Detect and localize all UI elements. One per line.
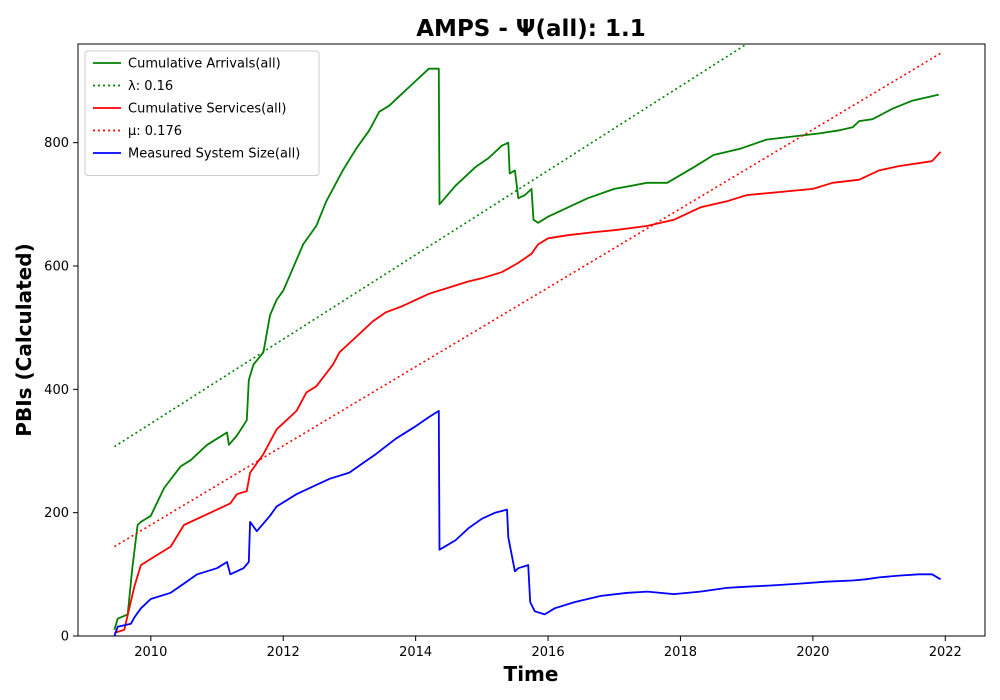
y-tick-label: 800: [44, 136, 69, 151]
legend-label: Measured System Size(all): [128, 147, 300, 162]
x-tick-label: 2010: [134, 645, 167, 660]
legend-label: μ: 0.176: [128, 124, 182, 139]
x-tick-label: 2014: [399, 645, 432, 660]
legend-box: [84, 50, 320, 176]
series-line-cumulative-arrivals-all: [113, 67, 939, 631]
x-axis-title: Time: [504, 662, 559, 686]
y-axis-title: PBIs (Calculated): [12, 243, 36, 436]
x-axis: 2010 2012 2014 2016 2018 2020 2022: [134, 636, 962, 660]
x-tick-label: 2016: [532, 645, 565, 660]
y-tick-label: 600: [44, 260, 69, 275]
series-layer: [113, 44, 942, 636]
legend-label: Cumulative Arrivals(all): [128, 57, 281, 72]
legend: Cumulative Arrivals(all) λ: 0.16 Cumulativ…: [84, 50, 320, 176]
y-tick-label: 400: [44, 383, 69, 398]
y-axis: 0 200 400 600 800: [44, 136, 78, 645]
chart-title: AMPS - Ψ(all): 1.1: [416, 16, 645, 42]
x-tick-label: 2012: [267, 645, 300, 660]
x-tick-label: 2018: [664, 645, 697, 660]
legend-label: Cumulative Services(all): [128, 102, 286, 117]
y-tick-label: 0: [61, 630, 69, 645]
series-line-0-176: [113, 52, 942, 548]
plot-frame: [77, 43, 986, 637]
x-tick-label: 2020: [796, 645, 829, 660]
series-line-measured-system-size-all: [113, 410, 942, 636]
legend-label: λ: 0.16: [128, 79, 173, 94]
x-tick-label: 2022: [929, 645, 962, 660]
y-tick-label: 200: [44, 506, 69, 521]
series-line-cumulative-services-all: [114, 151, 942, 634]
